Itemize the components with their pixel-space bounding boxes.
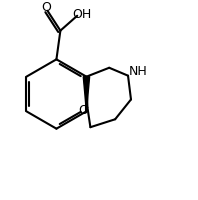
Polygon shape [83, 77, 90, 111]
Text: OH: OH [72, 8, 92, 21]
Text: O: O [79, 104, 88, 117]
Text: NH: NH [129, 65, 148, 78]
Text: O: O [42, 1, 51, 14]
